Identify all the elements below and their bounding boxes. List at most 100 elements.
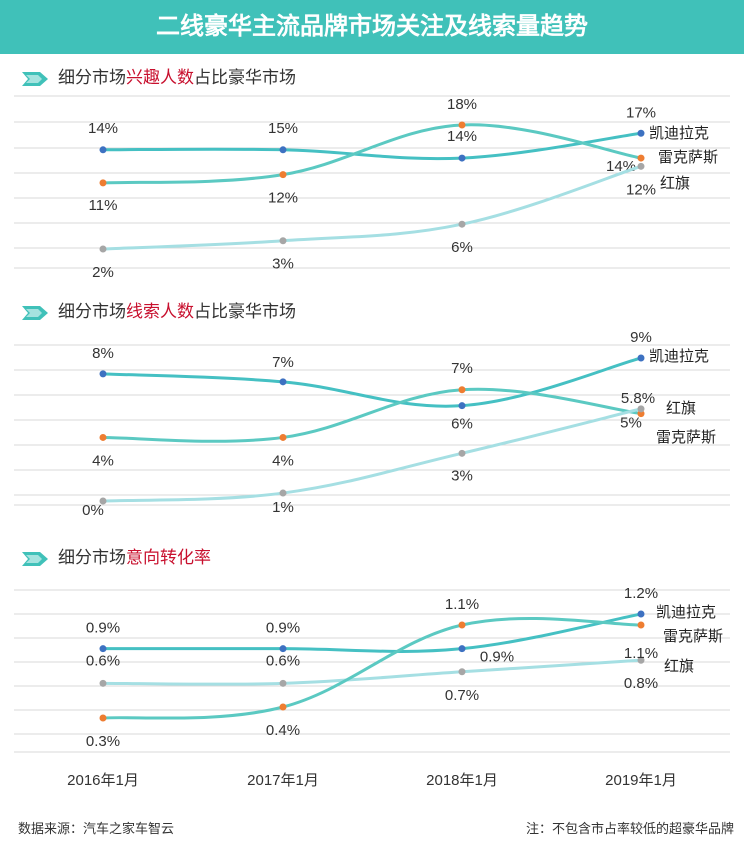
data-point-cadillac [458,154,466,162]
data-label-cadillac: 17% [626,104,656,121]
section-title-highlight: 线索人数 [126,302,194,321]
x-tick-label: 2017年1月 [247,772,319,789]
data-point-cadillac [637,129,645,137]
data-point-hongqi [637,405,645,413]
section-title-highlight: 意向转化率 [126,548,211,567]
data-label-hongqi: 0% [82,502,104,519]
data-point-lexus [637,621,645,629]
series-line-cadillac [102,356,642,408]
data-label-hongqi: 2% [92,264,114,281]
data-label-cadillac: 1.2% [624,585,658,602]
data-point-lexus [99,179,107,187]
data-label-cadillac: 0.9% [480,649,514,666]
data-point-hongqi [279,679,287,687]
data-label-lexus: 0.4% [266,722,300,739]
data-source: 数据来源：汽车之家车智云 [18,821,175,836]
x-tick-label: 2016年1月 [67,772,139,789]
data-point-lexus [279,433,287,441]
page-title: 二线豪华主流品牌市场关注及线索量趋势 [0,0,744,54]
data-point-hongqi [99,497,107,505]
data-point-cadillac [458,402,466,410]
data-label-hongqi: 6% [451,239,473,256]
data-point-lexus [637,154,645,162]
section-title-conversion: 细分市场意向转化率 [22,546,211,570]
data-point-cadillac [279,378,287,386]
section-title-prefix: 细分市场 [58,68,126,87]
data-point-hongqi [279,489,287,497]
data-point-cadillac [99,645,107,653]
series-line-hongqi [102,658,642,686]
data-point-lexus [99,714,107,722]
data-label-hongqi: 0.6% [266,652,300,669]
data-label-hongqi: 3% [272,256,294,273]
x-tick-label: 2018年1月 [426,772,498,789]
section-title-interest: 细分市场兴趣人数占比豪华市场 [22,66,296,90]
series-line-hongqi [102,407,642,503]
chart-3: 0.9% 0.9% 0.9% 1.2% 凯迪拉克 0.6% 0.6% 0.7% 0.8% 红旗 0.… [14,585,730,753]
data-label-lexus: 4% [92,452,114,469]
data-point-hongqi [637,656,645,664]
data-label-cadillac: 6% [451,416,473,433]
section-title-suffix: 占比豪华市场 [194,302,296,321]
data-label-hongqi: 0.8% [624,675,658,692]
data-label-lexus: 12% [268,190,298,207]
data-point-hongqi [637,162,645,170]
x-tick-label: 2019年1月 [605,772,677,789]
arrow-icon [22,71,48,86]
legend-label-lexus: 雷克萨斯 [656,429,716,446]
data-label-cadillac: 8% [92,345,114,362]
series-line-cadillac [102,131,642,161]
data-label-lexus: 18% [447,96,477,113]
chart-2: 8% 7% 6% 9% 凯迪拉克 4% 4% 7% 5% 雷克萨斯 0% 1% 3% 5.8% 红旗 [14,329,730,519]
series-line-lexus [102,616,642,720]
section-title-leads: 细分市场线索人数占比豪华市场 [22,300,296,324]
data-point-cadillac [99,146,107,154]
data-point-cadillac [637,354,645,362]
arrow-icon [22,551,48,566]
data-label-cadillac: 0.9% [86,620,120,637]
legend-label-cadillac: 凯迪拉克 [656,604,716,621]
data-point-hongqi [458,668,466,676]
data-point-cadillac [99,370,107,378]
legend-label-cadillac: 凯迪拉克 [649,348,709,365]
data-point-lexus [458,621,466,629]
section-title-prefix: 细分市场 [58,302,126,321]
data-label-hongqi: 0.6% [86,652,120,669]
data-point-cadillac [279,146,287,154]
data-point-lexus [458,386,466,394]
data-label-hongqi: 3% [451,467,473,484]
legend-label-hongqi: 红旗 [660,175,690,192]
series-line-lexus [102,123,642,185]
section-title-suffix: 占比豪华市场 [194,68,296,87]
legend-label-lexus: 雷克萨斯 [658,149,718,166]
data-point-cadillac [279,645,287,653]
legend-label-hongqi: 红旗 [666,400,696,417]
data-point-lexus [279,171,287,179]
data-label-cadillac: 15% [268,120,298,137]
data-point-hongqi [458,220,466,228]
arrow-icon [22,305,48,320]
series-line-lexus [102,387,642,443]
data-label-hongqi: 0.7% [445,687,479,704]
data-label-lexus: 4% [272,452,294,469]
data-point-lexus [279,703,287,711]
data-label-cadillac: 14% [447,128,477,145]
data-point-cadillac [458,645,466,653]
section-title-prefix: 细分市场 [58,548,126,567]
data-point-cadillac [637,610,645,618]
data-point-lexus [99,433,107,441]
data-point-hongqi [99,679,107,687]
section-title-highlight: 兴趣人数 [126,68,194,87]
data-label-hongqi: 12% [626,181,656,198]
data-label-lexus: 1.1% [624,645,658,662]
data-label-hongqi: 5.8% [621,390,655,407]
data-point-hongqi [99,245,107,253]
data-label-cadillac: 0.9% [266,620,300,637]
data-point-hongqi [458,449,466,457]
series-line-hongqi [102,164,642,251]
data-label-cadillac: 14% [88,120,118,137]
data-label-lexus: 5% [620,415,642,432]
data-point-hongqi [279,237,287,245]
